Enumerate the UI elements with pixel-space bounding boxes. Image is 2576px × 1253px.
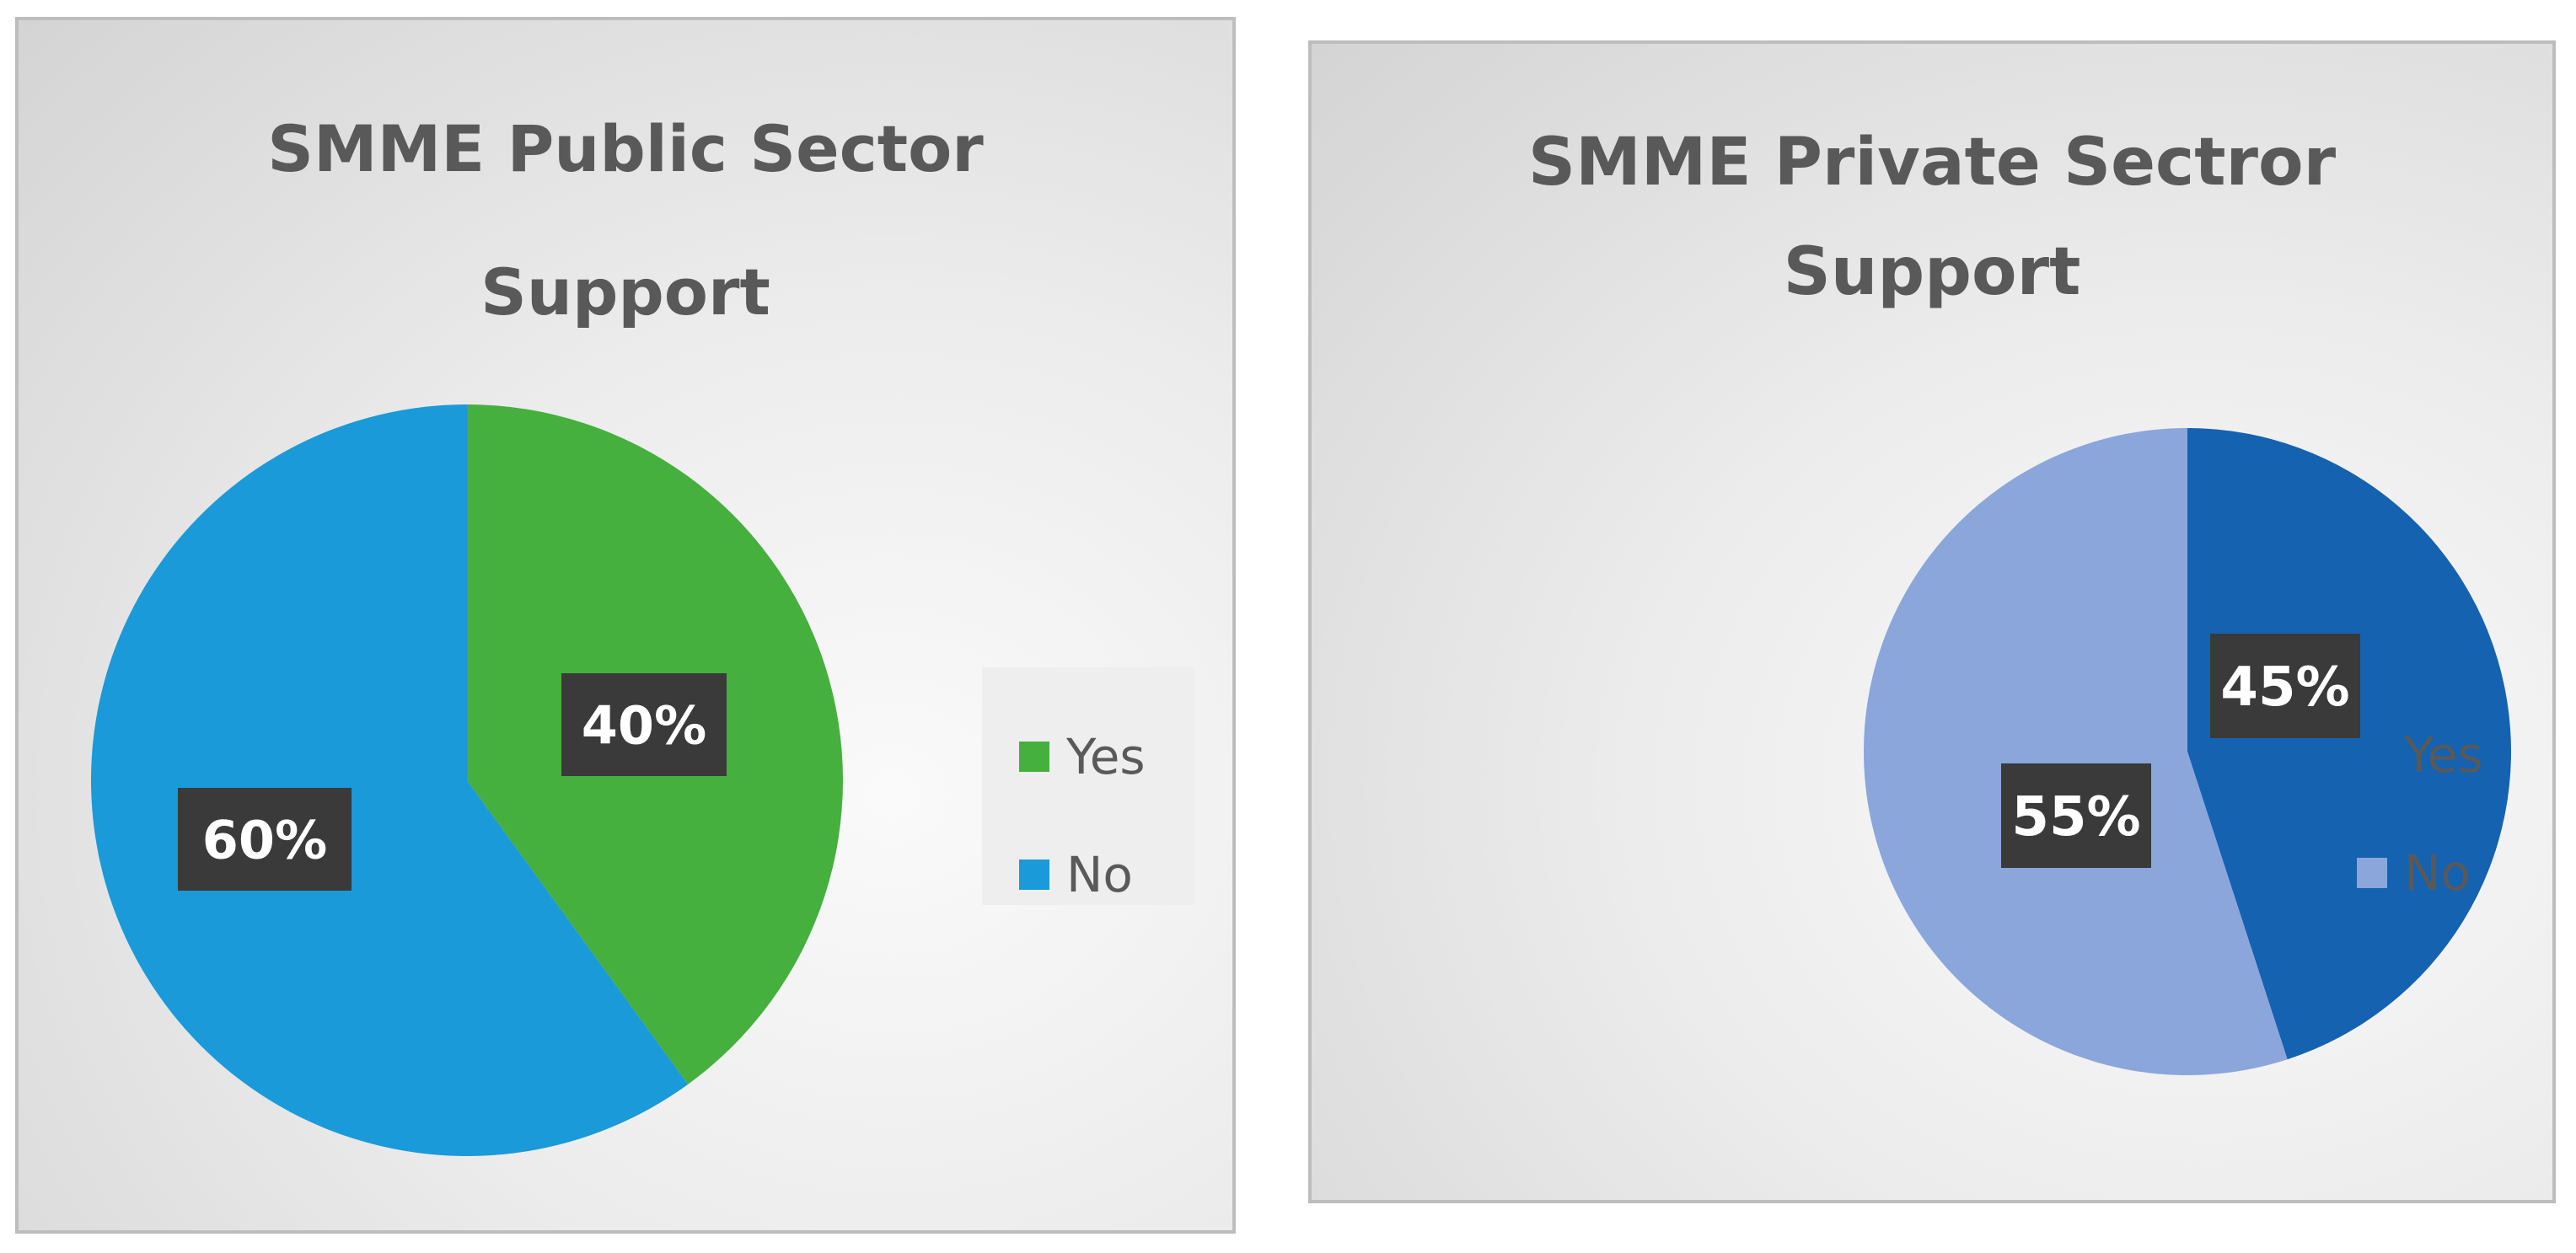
slice-no — [1864, 428, 2288, 1075]
legend: Yes No — [982, 667, 1194, 905]
slice-yes — [2187, 428, 2511, 1060]
data-label-text: 40% — [582, 694, 706, 756]
legend-label-yes: Yes — [2404, 726, 2483, 784]
data-label-box — [178, 788, 352, 891]
slice-no — [90, 404, 689, 1157]
legend-swatch-no — [2357, 858, 2387, 888]
legend-swatch-yes — [2357, 740, 2387, 770]
private-sector-chart-panel: SMME Private Sectror Support 45% 55% Yes … — [1308, 40, 2556, 1203]
public-sector-chart-panel: SMME Public Sector Support 40% 60% Yes No — [15, 17, 1236, 1234]
data-label-text: 60% — [202, 809, 327, 870]
chart-title: SMME Public Sector Support — [267, 111, 984, 329]
legend-swatch-yes — [1019, 742, 1049, 772]
legend-item-no: No — [2332, 814, 2517, 932]
legend: Yes No — [2332, 667, 2517, 902]
data-label-yes: 45% — [2210, 634, 2360, 738]
legend-item-no: No — [982, 816, 1194, 934]
legend-item-yes: Yes — [982, 698, 1194, 816]
data-label-box — [2001, 763, 2151, 868]
legend-label-no: No — [1066, 846, 1133, 903]
data-label-text: 55% — [2011, 786, 2140, 849]
chart-title: SMME Private Sectror Support — [1527, 125, 2337, 310]
pie-chart: 40% 60% — [90, 404, 843, 1157]
data-label-no: 55% — [2001, 763, 2151, 868]
legend-swatch-no — [1019, 859, 1049, 890]
data-label-no: 60% — [178, 788, 352, 891]
data-label-box — [561, 673, 727, 776]
data-label-text: 45% — [2220, 656, 2349, 719]
pie-chart: 45% 55% — [1864, 428, 2511, 1075]
legend-item-yes: Yes — [2332, 696, 2517, 814]
data-label-box — [2210, 634, 2360, 738]
data-label-yes: 40% — [561, 673, 727, 776]
legend-label-no: No — [2404, 844, 2471, 902]
legend-label-yes: Yes — [1066, 728, 1146, 785]
